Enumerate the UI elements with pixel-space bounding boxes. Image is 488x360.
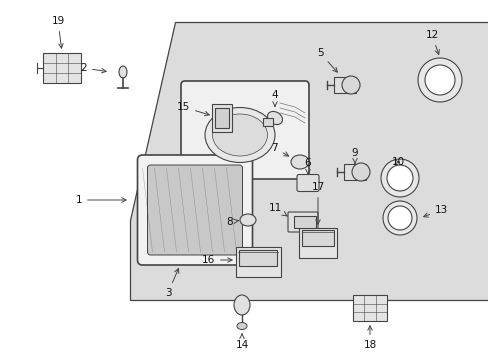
Bar — [343, 164, 365, 180]
Bar — [215, 108, 228, 128]
Text: 13: 13 — [423, 205, 447, 217]
FancyBboxPatch shape — [137, 155, 252, 265]
Circle shape — [380, 159, 418, 197]
Bar — [235, 247, 280, 277]
Bar — [333, 77, 355, 93]
Bar — [263, 118, 272, 126]
FancyBboxPatch shape — [296, 175, 318, 192]
Text: 18: 18 — [363, 326, 376, 350]
Text: 6: 6 — [304, 158, 311, 174]
Text: 7: 7 — [271, 143, 288, 156]
Bar — [302, 230, 333, 246]
FancyBboxPatch shape — [147, 165, 242, 255]
Bar — [239, 250, 276, 266]
Ellipse shape — [119, 66, 127, 78]
Text: 5: 5 — [316, 48, 337, 72]
Text: 12: 12 — [425, 30, 439, 54]
Text: 8: 8 — [226, 217, 238, 227]
FancyBboxPatch shape — [181, 81, 308, 179]
Bar — [212, 104, 231, 132]
Circle shape — [417, 58, 461, 102]
Circle shape — [387, 206, 411, 230]
FancyBboxPatch shape — [287, 212, 317, 232]
Text: 17: 17 — [311, 182, 324, 224]
Text: 19: 19 — [51, 16, 64, 48]
Circle shape — [351, 163, 369, 181]
Bar — [293, 216, 315, 228]
Bar — [352, 295, 386, 321]
Text: 2: 2 — [80, 63, 106, 73]
Circle shape — [382, 201, 416, 235]
Text: 14: 14 — [235, 334, 248, 350]
Ellipse shape — [240, 214, 256, 226]
Circle shape — [424, 65, 454, 95]
Circle shape — [341, 76, 359, 94]
Ellipse shape — [212, 114, 267, 156]
Ellipse shape — [204, 108, 274, 162]
Ellipse shape — [267, 112, 282, 125]
Polygon shape — [130, 22, 488, 300]
Text: 10: 10 — [391, 157, 404, 167]
Text: 1: 1 — [75, 195, 126, 205]
Text: 11: 11 — [268, 203, 286, 216]
Ellipse shape — [237, 323, 246, 329]
Bar — [298, 228, 336, 258]
Text: 4: 4 — [271, 90, 278, 106]
Text: 16: 16 — [202, 255, 232, 265]
Ellipse shape — [290, 155, 308, 169]
Ellipse shape — [234, 295, 249, 315]
Bar — [43, 53, 81, 83]
Text: 15: 15 — [176, 102, 209, 116]
Text: 9: 9 — [351, 148, 358, 163]
Circle shape — [386, 165, 412, 191]
Text: 3: 3 — [164, 269, 179, 298]
